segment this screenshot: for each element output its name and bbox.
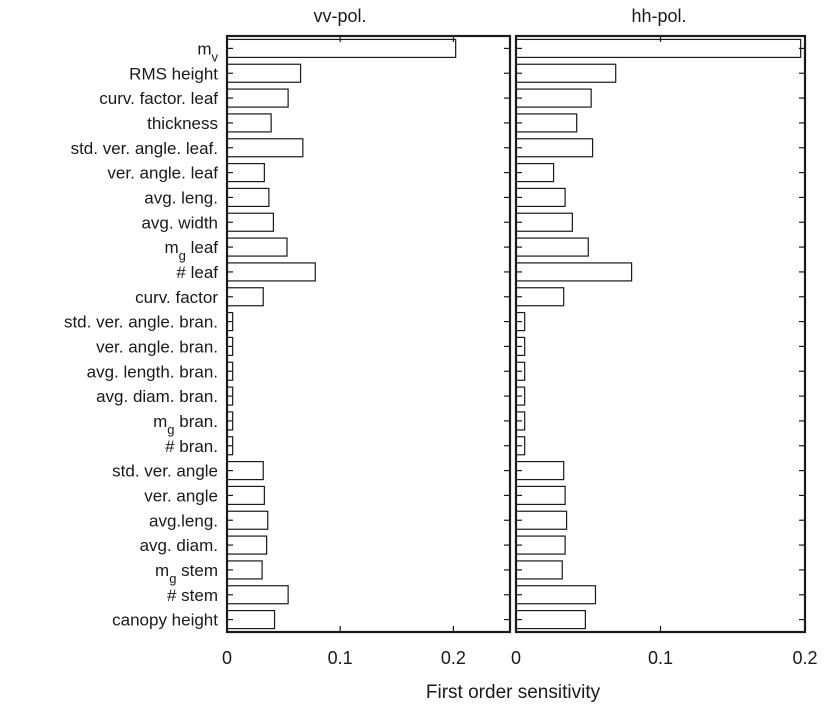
category-label: avg. leng. — [144, 188, 218, 207]
category-label: # bran. — [165, 437, 218, 456]
bar — [515, 535, 566, 555]
x-tick-label: 0 — [222, 648, 232, 668]
category-label: canopy height — [112, 611, 218, 630]
category-label: # stem — [167, 586, 218, 605]
category-label: mv — [197, 39, 218, 64]
bar — [226, 585, 289, 605]
bar — [515, 460, 565, 481]
bar — [226, 63, 302, 83]
bar — [515, 510, 568, 530]
panel-frame — [225, 34, 512, 634]
bar — [226, 38, 457, 59]
panel-vv-pol: vv-pol. 0 0.1 0.2 — [222, 6, 512, 668]
bar — [515, 560, 563, 580]
category-label: avg. diam. bran. — [96, 387, 218, 406]
category-label: # leaf — [176, 263, 218, 282]
panel-title-vv-pol: vv-pol. — [313, 6, 366, 26]
x-axis-label: First order sensitivity — [426, 682, 601, 703]
category-label: std. ver. angle — [112, 462, 218, 481]
bar — [515, 237, 589, 257]
category-label: std. ver. angle. leaf. — [71, 139, 218, 158]
x-tick-label: 0.2 — [792, 648, 817, 668]
bar — [515, 485, 566, 506]
category-label: ver. angle. bran. — [96, 337, 218, 356]
panel-hh-pol: hh-pol. 0 0.1 0.2 — [511, 6, 818, 668]
bar — [226, 510, 269, 530]
category-label: thickness — [147, 114, 218, 133]
category-label: avg. width — [141, 213, 218, 232]
bar — [226, 609, 276, 630]
x-tick-label: 0.1 — [648, 648, 673, 668]
panel-title-hh-pol: hh-pol. — [631, 6, 686, 26]
category-label: curv. factor. leaf — [99, 89, 218, 108]
bar — [226, 113, 272, 133]
category-label: ver. angle — [144, 486, 218, 505]
category-label: mg leaf — [164, 238, 218, 263]
bar — [515, 38, 802, 59]
bar — [515, 212, 573, 232]
bar — [226, 88, 289, 108]
bar — [515, 113, 578, 133]
bar — [226, 262, 316, 282]
bar — [515, 262, 633, 282]
category-label: avg.leng. — [149, 511, 218, 530]
bar — [515, 187, 566, 208]
category-label: RMS height — [129, 64, 218, 83]
category-label: mg bran. — [153, 412, 218, 437]
bar — [226, 212, 275, 232]
category-label: avg. length. bran. — [87, 362, 218, 381]
bar — [226, 187, 270, 208]
x-tick-label: 0.2 — [441, 648, 466, 668]
bar — [515, 585, 597, 605]
category-label: curv. factor — [135, 288, 218, 307]
bar — [515, 287, 565, 307]
category-label: mg stem — [155, 561, 218, 586]
x-tick-label: 0.1 — [328, 648, 353, 668]
bar — [515, 88, 592, 108]
bar — [515, 609, 586, 630]
bar — [226, 138, 304, 158]
bar — [515, 63, 617, 83]
bar — [226, 237, 288, 257]
category-label: std. ver. angle. bran. — [64, 313, 218, 332]
x-tick-label: 0 — [511, 648, 521, 668]
category-label: ver. angle. leaf — [107, 164, 218, 183]
category-label: avg. diam. — [140, 536, 218, 555]
bar — [515, 138, 594, 158]
